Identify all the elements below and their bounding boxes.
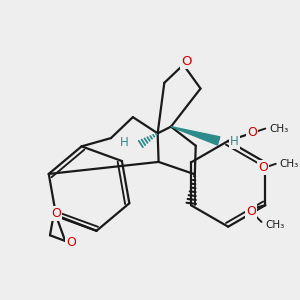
Text: H: H: [230, 135, 239, 148]
Text: O: O: [247, 126, 257, 139]
Polygon shape: [171, 127, 220, 145]
Text: O: O: [66, 236, 76, 249]
Text: O: O: [246, 205, 256, 218]
Text: CH₃: CH₃: [269, 124, 288, 134]
Text: CH₃: CH₃: [265, 220, 285, 230]
Text: O: O: [181, 56, 191, 68]
Text: O: O: [51, 207, 61, 220]
Text: CH₃: CH₃: [280, 159, 299, 169]
Text: O: O: [259, 161, 268, 174]
Text: H: H: [120, 136, 129, 149]
